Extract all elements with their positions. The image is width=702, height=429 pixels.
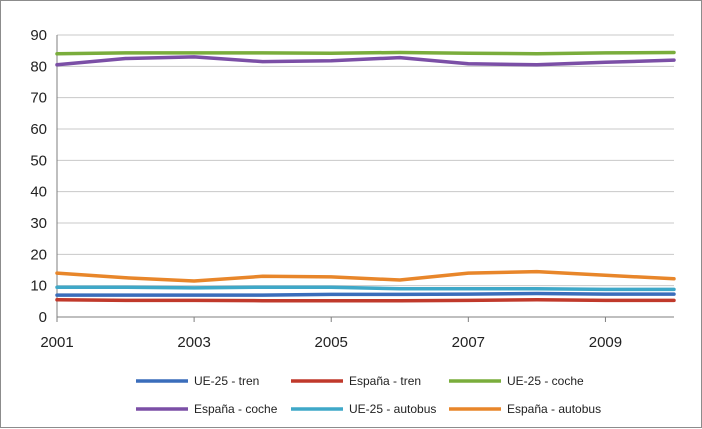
legend-item: España - coche: [136, 402, 278, 416]
y-tick-label: 20: [30, 246, 47, 263]
legend-item: UE-25 - coche: [449, 374, 584, 388]
x-tick-label: 2001: [40, 334, 73, 351]
y-tick-label: 0: [39, 309, 47, 326]
series-line-4: [55, 285, 676, 292]
y-tick-label: 30: [30, 215, 47, 232]
legend-label: España - coche: [194, 402, 278, 416]
legend-label: España - tren: [349, 374, 421, 388]
legend-item: España - tren: [291, 374, 421, 388]
y-tick-label: 50: [30, 152, 47, 169]
axes: [56, 35, 674, 322]
series-line-5: [55, 269, 676, 283]
x-tick-labels: 2001 2003 2005 2007 2009: [40, 334, 622, 351]
series-lines: [55, 50, 676, 303]
y-tick-label: 10: [30, 278, 47, 295]
x-tick-label: 2003: [177, 334, 210, 351]
legend-label: España - autobus: [507, 402, 601, 416]
y-tick-labels: 0 10 20 30 40 50 60 70 80 90: [30, 27, 47, 326]
legend-item: UE-25 - autobus: [291, 402, 436, 416]
gridlines: [57, 34, 674, 318]
legend-item: España - autobus: [449, 402, 601, 416]
series-line-0: [55, 291, 676, 297]
y-tick-label: 70: [30, 90, 47, 107]
legend-label: UE-25 - autobus: [349, 402, 436, 416]
y-tick-label: 80: [30, 58, 47, 75]
series-line-3: [55, 55, 676, 67]
series-line-2: [55, 50, 676, 56]
y-tick-label: 90: [30, 27, 47, 44]
series-line-1: [55, 298, 676, 303]
x-tick-label: 2007: [452, 334, 485, 351]
x-tick-label: 2005: [315, 334, 348, 351]
legend: UE-25 - tren España - tren UE-25 - coche Es…: [136, 374, 601, 416]
y-tick-label: 60: [30, 121, 47, 138]
y-tick-label: 40: [30, 184, 47, 201]
x-tick-label: 2009: [589, 334, 622, 351]
legend-label: UE-25 - tren: [194, 374, 259, 388]
legend-label: UE-25 - coche: [507, 374, 584, 388]
legend-item: UE-25 - tren: [136, 374, 259, 388]
